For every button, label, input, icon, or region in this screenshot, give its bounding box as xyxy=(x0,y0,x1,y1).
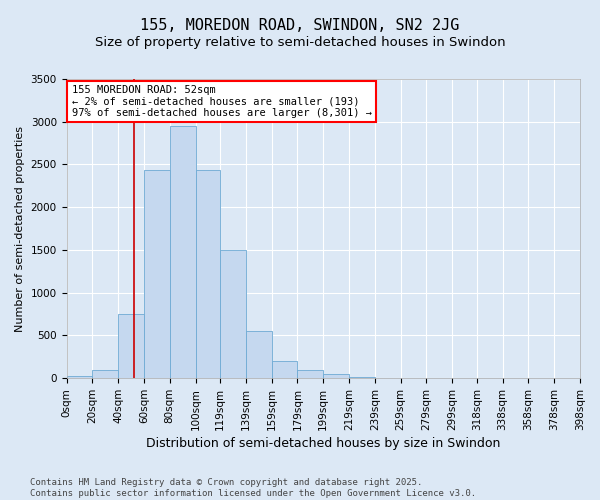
Bar xyxy=(170,126,196,378)
Bar xyxy=(323,374,349,378)
Text: Contains HM Land Registry data © Crown copyright and database right 2025.
Contai: Contains HM Land Registry data © Crown c… xyxy=(30,478,476,498)
Bar xyxy=(220,250,246,378)
Bar xyxy=(118,314,144,378)
Bar xyxy=(298,370,323,378)
Text: 155, MOREDON ROAD, SWINDON, SN2 2JG: 155, MOREDON ROAD, SWINDON, SN2 2JG xyxy=(140,18,460,32)
Bar xyxy=(67,376,92,378)
Bar xyxy=(144,170,170,378)
Y-axis label: Number of semi-detached properties: Number of semi-detached properties xyxy=(15,126,25,332)
Bar xyxy=(246,331,272,378)
Text: 155 MOREDON ROAD: 52sqm
← 2% of semi-detached houses are smaller (193)
97% of se: 155 MOREDON ROAD: 52sqm ← 2% of semi-det… xyxy=(71,85,371,118)
Bar xyxy=(92,370,118,378)
Bar xyxy=(272,361,298,378)
Text: Size of property relative to semi-detached houses in Swindon: Size of property relative to semi-detach… xyxy=(95,36,505,49)
X-axis label: Distribution of semi-detached houses by size in Swindon: Distribution of semi-detached houses by … xyxy=(146,437,500,450)
Bar xyxy=(196,170,220,378)
